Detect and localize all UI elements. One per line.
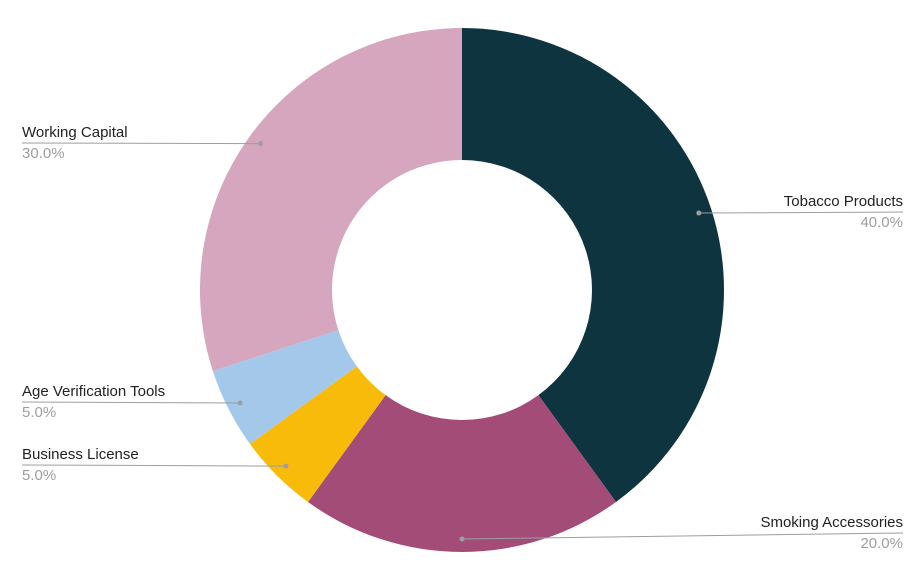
slice-label: Tobacco Products [784, 193, 903, 210]
slice-value: 5.0% [22, 404, 56, 421]
leader-line [461, 532, 904, 540]
slice [462, 28, 725, 502]
slice-value: 40.0% [860, 214, 903, 231]
leader-dot [459, 536, 465, 542]
leader-line [21, 464, 286, 467]
leader-line [21, 401, 241, 404]
slice [250, 366, 386, 502]
leader-dot [258, 141, 264, 147]
slice [308, 395, 616, 552]
slice-label: Age Verification Tools [22, 383, 165, 400]
slice [212, 330, 357, 444]
leader-dot [283, 463, 289, 469]
leader-line [698, 211, 904, 214]
slice-label: Business License [22, 446, 139, 463]
slice-label: Smoking Accessories [760, 514, 903, 531]
slice-value: 30.0% [22, 145, 65, 162]
leader-line [21, 142, 261, 145]
slice [199, 28, 462, 371]
leader-dot [237, 400, 243, 406]
slice-label: Working Capital [22, 124, 128, 141]
slice-value: 20.0% [860, 535, 903, 552]
leader-dot [696, 210, 702, 216]
slice-value: 5.0% [22, 467, 56, 484]
